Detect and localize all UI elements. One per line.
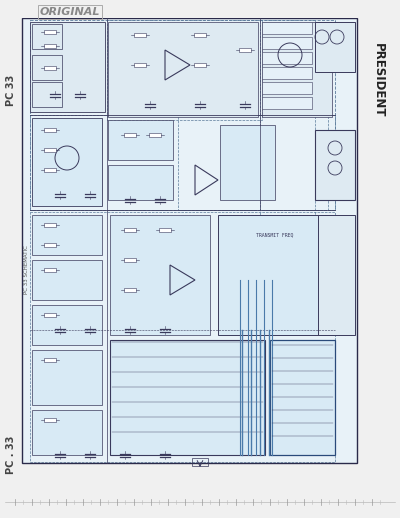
Bar (32, 350, 102, 405)
Bar (32, 215, 102, 255)
Bar (32, 55, 62, 80)
Bar (32, 118, 102, 206)
Bar (315, 130, 355, 200)
Bar (44, 313, 56, 317)
Bar (262, 52, 312, 64)
Bar (262, 22, 312, 34)
Bar (124, 288, 136, 292)
Bar (44, 148, 56, 152)
Text: PC 33 SCHEMATIC: PC 33 SCHEMATIC (24, 246, 30, 294)
Bar (22, 18, 357, 463)
Bar (30, 22, 105, 112)
Bar (30, 115, 335, 210)
Bar (44, 358, 56, 362)
Bar (194, 63, 206, 67)
Bar (108, 22, 258, 117)
Text: ORIGINAL: ORIGINAL (40, 7, 100, 17)
Bar (110, 340, 265, 455)
Bar (44, 243, 56, 247)
Bar (262, 22, 332, 117)
Bar (32, 82, 62, 107)
Bar (30, 212, 335, 462)
Text: PRESIDENT: PRESIDENT (372, 43, 384, 117)
Bar (218, 215, 333, 335)
Text: TRANSMIT FREQ: TRANSMIT FREQ (256, 233, 294, 237)
Bar (110, 215, 210, 335)
Bar (159, 228, 171, 232)
Bar (134, 33, 146, 37)
Bar (134, 63, 146, 67)
Bar (220, 125, 275, 200)
Bar (108, 165, 173, 200)
Bar (107, 20, 262, 120)
Bar (262, 82, 312, 94)
Text: PC . 33: PC . 33 (6, 436, 16, 474)
Text: PC 33: PC 33 (6, 75, 16, 106)
Bar (270, 340, 335, 455)
Bar (262, 67, 312, 79)
Bar (178, 115, 328, 210)
Bar (44, 66, 56, 70)
Bar (315, 22, 355, 72)
Bar (32, 24, 62, 49)
Bar (262, 97, 312, 109)
Bar (32, 305, 102, 345)
Bar (44, 128, 56, 132)
Bar (192, 458, 208, 466)
Bar (108, 120, 173, 160)
Bar (44, 268, 56, 272)
Bar (44, 168, 56, 172)
Bar (262, 37, 312, 49)
Bar (44, 44, 56, 48)
Bar (0, 0, 400, 18)
Bar (124, 258, 136, 262)
Bar (30, 20, 335, 210)
Bar (44, 418, 56, 422)
Bar (149, 133, 161, 137)
Bar (44, 223, 56, 227)
Bar (32, 410, 102, 455)
Bar (44, 30, 56, 34)
Bar (194, 33, 206, 37)
Bar (22, 18, 357, 463)
Bar (260, 20, 315, 215)
Bar (124, 133, 136, 137)
Bar (239, 48, 251, 52)
Bar (32, 260, 102, 300)
Bar (124, 228, 136, 232)
Bar (318, 215, 355, 335)
